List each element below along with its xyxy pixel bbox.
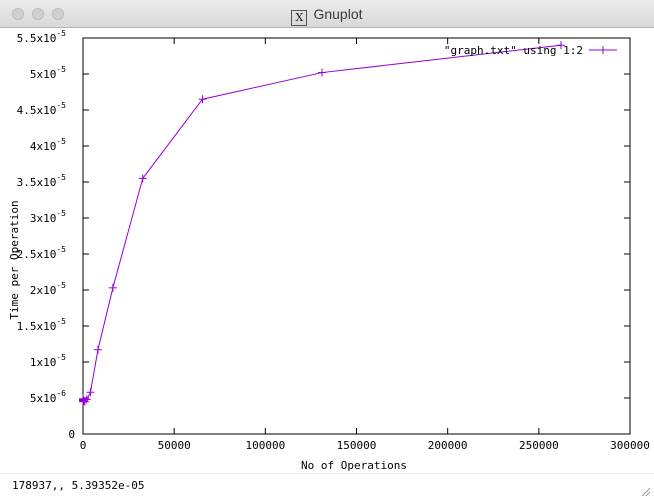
- legend-label: "graph.txt" using 1:2: [444, 44, 583, 57]
- y-axis-label: Time per Operation: [8, 200, 21, 319]
- y-tick-label: 3x10-5: [30, 209, 66, 225]
- y-tick-label: 3.5x10-5: [17, 173, 67, 189]
- series-group: [79, 41, 565, 406]
- y-tick-label: 0: [68, 428, 75, 441]
- plot-area[interactable]: 0 5x10-6 1x10-5 1.5x10-5 2x10-5 2.5x10-5 3x10-…: [0, 28, 654, 473]
- y-axis-ticks: 0 5x10-6 1x10-5 1.5x10-5 2x10-5 2.5x10-5 3x10-…: [17, 29, 630, 441]
- x-tick-label: 50000: [158, 439, 191, 452]
- y-tick-label: 4.5x10-5: [17, 101, 67, 117]
- data-point: [108, 283, 117, 292]
- mouse-coordinates-readout: 178937,, 5.39352e-05: [12, 479, 145, 492]
- data-point: [198, 95, 207, 104]
- status-bar: 178937,, 5.39352e-05: [0, 473, 654, 499]
- data-point: [317, 68, 326, 77]
- series-line: [82, 44, 562, 403]
- close-window-button[interactable]: [12, 8, 24, 20]
- resize-grip-icon[interactable]: [640, 486, 650, 496]
- y-tick-label: 1.5x10-5: [17, 317, 67, 333]
- x-tick-label: 100000: [245, 439, 285, 452]
- y-tick-label: 2.5x10-5: [17, 245, 67, 261]
- data-point: [93, 345, 102, 354]
- y-tick-label: 2x10-5: [30, 281, 66, 297]
- window-title: X Gnuplot: [0, 6, 654, 26]
- x-tick-label: 200000: [428, 439, 468, 452]
- x-tick-label: 0: [80, 439, 87, 452]
- x-axis-label: No of Operations: [301, 459, 407, 472]
- y-tick-label: 1x10-5: [30, 353, 66, 369]
- y-tick-label: 5.5x10-5: [17, 29, 67, 45]
- data-point: [80, 397, 89, 406]
- minimize-window-button[interactable]: [32, 8, 44, 20]
- data-point: [82, 395, 91, 404]
- zoom-window-button[interactable]: [52, 8, 64, 20]
- data-point: [138, 174, 147, 183]
- data-point: [556, 41, 565, 50]
- chart-svg[interactable]: 0 5x10-6 1x10-5 1.5x10-5 2x10-5 2.5x10-5 3x10-…: [0, 28, 654, 473]
- plot-frame: [82, 37, 631, 435]
- x-tick-label: 300000: [610, 439, 650, 452]
- title-bar[interactable]: X Gnuplot: [0, 0, 654, 28]
- legend: "graph.txt" using 1:2: [444, 44, 617, 57]
- window-title-text: Gnuplot: [313, 6, 363, 22]
- x11-icon: X: [291, 10, 308, 26]
- y-tick-label: 5x10-6: [30, 389, 66, 405]
- x-tick-label: 250000: [519, 439, 559, 452]
- data-point: [86, 388, 95, 397]
- y-tick-label: 5x10-5: [30, 65, 66, 81]
- x-tick-label: 150000: [337, 439, 377, 452]
- x-axis-ticks: 0 50000 100000 150000 200000 250000 300000: [80, 38, 650, 452]
- y-tick-label: 4x10-5: [30, 137, 66, 153]
